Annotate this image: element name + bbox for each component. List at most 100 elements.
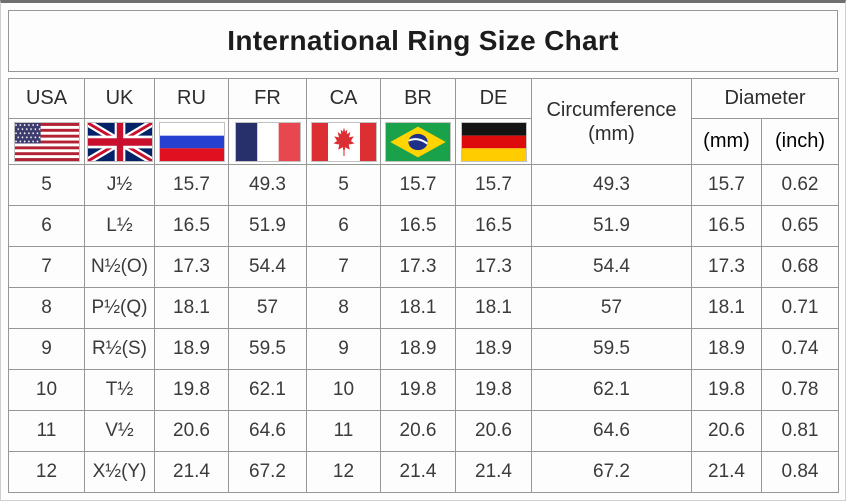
uk-size: V½	[84, 410, 155, 452]
circumference-mm: 67.2	[531, 451, 692, 493]
circumference-mm: 57	[531, 287, 692, 329]
uk-size: T½	[84, 369, 155, 411]
br-size: 16.5	[380, 205, 456, 247]
de-size: 18.1	[455, 287, 532, 329]
country-header-row: USA UK RU FR CA BR DE Circumference (mm)…	[8, 78, 840, 165]
russia-flag-icon	[159, 122, 224, 161]
de-size: 15.7	[455, 164, 532, 206]
circumference-mm: 54.4	[531, 246, 692, 288]
diameter-inch: 0.71	[760, 287, 840, 329]
fr-size: 51.9	[228, 205, 307, 247]
br-size: 19.8	[380, 369, 456, 411]
usa-size: 12	[8, 451, 85, 493]
de-size: 17.3	[455, 246, 532, 288]
uk-size: J½	[84, 164, 155, 206]
table-row: 6 L½ 16.5 51.9 6 16.5 16.5 51.9 16.5 0.65	[8, 205, 840, 247]
usa-size: 8	[8, 287, 85, 329]
diameter-mm: 15.7	[691, 164, 762, 206]
de-size: 21.4	[455, 451, 532, 493]
ca-size: 10	[306, 369, 381, 411]
diameter-inch: 0.62	[760, 164, 840, 206]
ru-size: 15.7	[154, 164, 229, 206]
fr-size: 67.2	[228, 451, 307, 493]
circumference-mm: 49.3	[531, 164, 692, 206]
usa-flag-icon	[14, 122, 79, 161]
br-size: 18.9	[380, 328, 456, 370]
flag-cell-uk	[84, 118, 155, 165]
uk-size: P½(Q)	[84, 287, 155, 329]
de-size: 16.5	[455, 205, 532, 247]
uk-flag-icon	[87, 122, 152, 161]
br-size: 15.7	[380, 164, 456, 206]
diameter-inch: 0.81	[760, 410, 840, 452]
ru-size: 16.5	[154, 205, 229, 247]
br-size: 17.3	[380, 246, 456, 288]
flag-cell-fr	[228, 118, 307, 165]
de-size: 19.8	[455, 369, 532, 411]
diameter-inch: 0.68	[760, 246, 840, 288]
circumference-unit: (mm)	[588, 122, 635, 145]
ca-size: 5	[306, 164, 381, 206]
de-size: 20.6	[455, 410, 532, 452]
flag-cell-de	[455, 118, 532, 165]
circumference-mm: 51.9	[531, 205, 692, 247]
col-header-diameter: Diameter	[690, 78, 840, 119]
col-header-ca: CA	[306, 78, 381, 119]
ca-size: 7	[306, 246, 381, 288]
flag-cell-usa	[8, 118, 85, 165]
ru-size: 19.8	[154, 369, 229, 411]
diameter-mm: 19.8	[691, 369, 762, 411]
diameter-unit-inch: (inch)	[760, 118, 840, 165]
uk-size: N½(O)	[84, 246, 155, 288]
table-body: 5 J½ 15.7 49.3 5 15.7 15.7 49.3 15.7 0.62 6 L½ 16.5 5…	[8, 164, 840, 493]
fr-size: 59.5	[228, 328, 307, 370]
uk-size: L½	[84, 205, 155, 247]
diameter-mm: 20.6	[691, 410, 762, 452]
br-size: 21.4	[380, 451, 456, 493]
br-size: 18.1	[380, 287, 456, 329]
usa-size: 7	[8, 246, 85, 288]
germany-flag-icon	[461, 122, 526, 161]
ca-size: 12	[306, 451, 381, 493]
fr-size: 57	[228, 287, 307, 329]
circumference-mm: 59.5	[531, 328, 692, 370]
diameter-mm: 16.5	[691, 205, 762, 247]
table-row: 8 P½(Q) 18.1 57 8 18.1 18.1 57 18.1 0.71	[8, 287, 840, 329]
usa-size: 11	[8, 410, 85, 452]
col-header-uk: UK	[84, 78, 155, 119]
ru-size: 18.1	[154, 287, 229, 329]
table-row: 12 X½(Y) 21.4 67.2 12 21.4 21.4 67.2 21.4 0.84	[8, 451, 840, 493]
diameter-mm: 18.1	[691, 287, 762, 329]
col-header-usa: USA	[8, 78, 85, 119]
col-header-fr: FR	[228, 78, 307, 119]
col-header-br: BR	[380, 78, 456, 119]
table-row: 11 V½ 20.6 64.6 11 20.6 20.6 64.6 20.6 0.81	[8, 410, 840, 452]
usa-size: 6	[8, 205, 85, 247]
ring-size-table: USA UK RU FR CA BR DE Circumference (mm)…	[8, 78, 840, 493]
ru-size: 20.6	[154, 410, 229, 452]
canada-flag-icon	[311, 122, 376, 161]
fr-size: 62.1	[228, 369, 307, 411]
ca-size: 9	[306, 328, 381, 370]
page-title: International Ring Size Chart	[8, 10, 838, 72]
ru-size: 17.3	[154, 246, 229, 288]
ca-size: 8	[306, 287, 381, 329]
table-row: 7 N½(O) 17.3 54.4 7 17.3 17.3 54.4 17.3 0.68	[8, 246, 840, 288]
fr-size: 54.4	[228, 246, 307, 288]
brazil-flag-icon	[386, 122, 450, 161]
fr-size: 64.6	[228, 410, 307, 452]
flag-row: (mm) (inch)	[8, 118, 840, 165]
france-flag-icon	[235, 122, 300, 161]
diameter-inch: 0.78	[760, 369, 840, 411]
usa-size: 9	[8, 328, 85, 370]
diameter-unit-mm: (mm)	[691, 118, 762, 165]
ca-size: 6	[306, 205, 381, 247]
circumference-label: Circumference	[546, 98, 677, 121]
uk-size: R½(S)	[84, 328, 155, 370]
table-row: 9 R½(S) 18.9 59.5 9 18.9 18.9 59.5 18.9 0.74	[8, 328, 840, 370]
usa-size: 5	[8, 164, 85, 206]
table-row: 5 J½ 15.7 49.3 5 15.7 15.7 49.3 15.7 0.62	[8, 164, 840, 206]
ca-size: 11	[306, 410, 381, 452]
circumference-mm: 62.1	[531, 369, 692, 411]
diameter-mm: 18.9	[691, 328, 762, 370]
